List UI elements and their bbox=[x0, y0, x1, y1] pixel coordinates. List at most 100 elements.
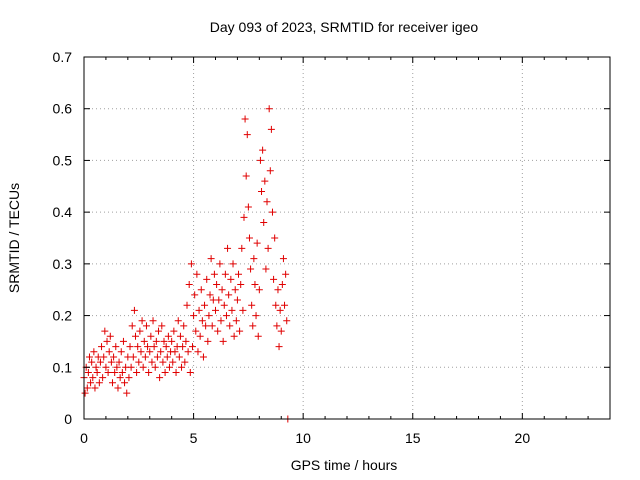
data-point bbox=[226, 322, 234, 330]
data-point bbox=[163, 353, 171, 361]
data-point bbox=[151, 363, 159, 371]
data-point bbox=[164, 332, 172, 340]
data-point bbox=[196, 332, 204, 340]
data-point bbox=[183, 301, 191, 309]
data-point bbox=[239, 306, 247, 314]
data-point bbox=[243, 131, 251, 139]
data-point bbox=[262, 265, 270, 273]
data-point bbox=[191, 291, 199, 299]
data-point bbox=[261, 177, 269, 185]
data-point bbox=[170, 327, 178, 335]
x-tick-label: 5 bbox=[190, 430, 198, 446]
data-point bbox=[147, 332, 155, 340]
data-point bbox=[100, 353, 108, 361]
data-point bbox=[87, 379, 95, 387]
data-point bbox=[172, 368, 180, 376]
x-tick-label: 10 bbox=[295, 430, 311, 446]
data-point bbox=[103, 337, 111, 345]
data-point bbox=[197, 286, 205, 294]
data-point bbox=[150, 343, 158, 351]
data-point bbox=[130, 306, 138, 314]
data-point bbox=[114, 384, 122, 392]
data-point bbox=[159, 358, 167, 366]
data-point bbox=[247, 265, 255, 273]
data-point bbox=[249, 322, 257, 330]
data-point bbox=[96, 358, 104, 366]
y-tick-label: 0 bbox=[64, 411, 72, 427]
data-point bbox=[235, 270, 243, 278]
data-point bbox=[282, 270, 290, 278]
data-point bbox=[126, 343, 134, 351]
data-point bbox=[141, 353, 149, 361]
data-point bbox=[121, 379, 129, 387]
data-point bbox=[281, 301, 289, 309]
data-point bbox=[202, 322, 210, 330]
data-point bbox=[264, 244, 272, 252]
data-point bbox=[123, 389, 131, 397]
data-point bbox=[214, 327, 222, 335]
data-point bbox=[283, 317, 291, 325]
data-point bbox=[253, 239, 261, 247]
x-tick-label: 15 bbox=[405, 430, 421, 446]
data-point bbox=[244, 203, 252, 211]
data-point bbox=[222, 312, 230, 320]
data-point bbox=[205, 312, 213, 320]
data-point bbox=[180, 322, 188, 330]
data-point bbox=[219, 337, 227, 345]
data-point bbox=[138, 317, 146, 325]
y-tick-label: 0.7 bbox=[53, 49, 73, 65]
data-point bbox=[186, 368, 194, 376]
data-point bbox=[168, 337, 176, 345]
data-point bbox=[266, 167, 274, 175]
data-point bbox=[275, 343, 283, 351]
data-point bbox=[227, 275, 235, 283]
data-point bbox=[165, 363, 173, 371]
data-point bbox=[274, 286, 282, 294]
data-point bbox=[152, 337, 160, 345]
data-point bbox=[250, 255, 258, 263]
y-tick-label: 0.4 bbox=[53, 204, 73, 220]
data-point bbox=[221, 270, 229, 278]
data-point bbox=[181, 358, 189, 366]
data-point bbox=[89, 374, 97, 382]
data-point bbox=[112, 343, 120, 351]
data-point bbox=[90, 348, 98, 356]
data-point bbox=[208, 322, 216, 330]
data-point bbox=[258, 187, 266, 195]
data-point bbox=[236, 327, 244, 335]
data-point bbox=[229, 260, 237, 268]
data-point bbox=[116, 374, 124, 382]
x-axis-label: GPS time / hours bbox=[291, 457, 398, 473]
data-point bbox=[276, 306, 284, 314]
data-point bbox=[134, 343, 142, 351]
data-point bbox=[184, 348, 192, 356]
data-point bbox=[81, 389, 89, 397]
data-point bbox=[279, 255, 287, 263]
data-point bbox=[224, 244, 232, 252]
data-point bbox=[228, 306, 236, 314]
data-point bbox=[171, 348, 179, 356]
data-point bbox=[192, 327, 200, 335]
data-point bbox=[125, 374, 133, 382]
data-point bbox=[98, 343, 106, 351]
data-point bbox=[182, 337, 190, 345]
data-point bbox=[104, 368, 112, 376]
data-point bbox=[178, 363, 186, 371]
data-point bbox=[117, 348, 125, 356]
data-point bbox=[255, 286, 263, 294]
data-point bbox=[101, 327, 109, 335]
data-point bbox=[204, 337, 212, 345]
data-point bbox=[217, 317, 225, 325]
data-point bbox=[108, 379, 116, 387]
data-point bbox=[91, 384, 99, 392]
data-point bbox=[137, 348, 145, 356]
data-point bbox=[110, 353, 118, 361]
data-point bbox=[203, 275, 211, 283]
y-axis-ticks: 0 0.1 0.2 0.3 0.4 0.5 0.6 0.7 bbox=[53, 49, 610, 427]
data-point bbox=[195, 306, 203, 314]
data-point bbox=[115, 358, 123, 366]
data-point bbox=[242, 172, 250, 180]
data-point bbox=[107, 358, 115, 366]
data-point bbox=[237, 281, 245, 289]
data-point bbox=[128, 322, 136, 330]
